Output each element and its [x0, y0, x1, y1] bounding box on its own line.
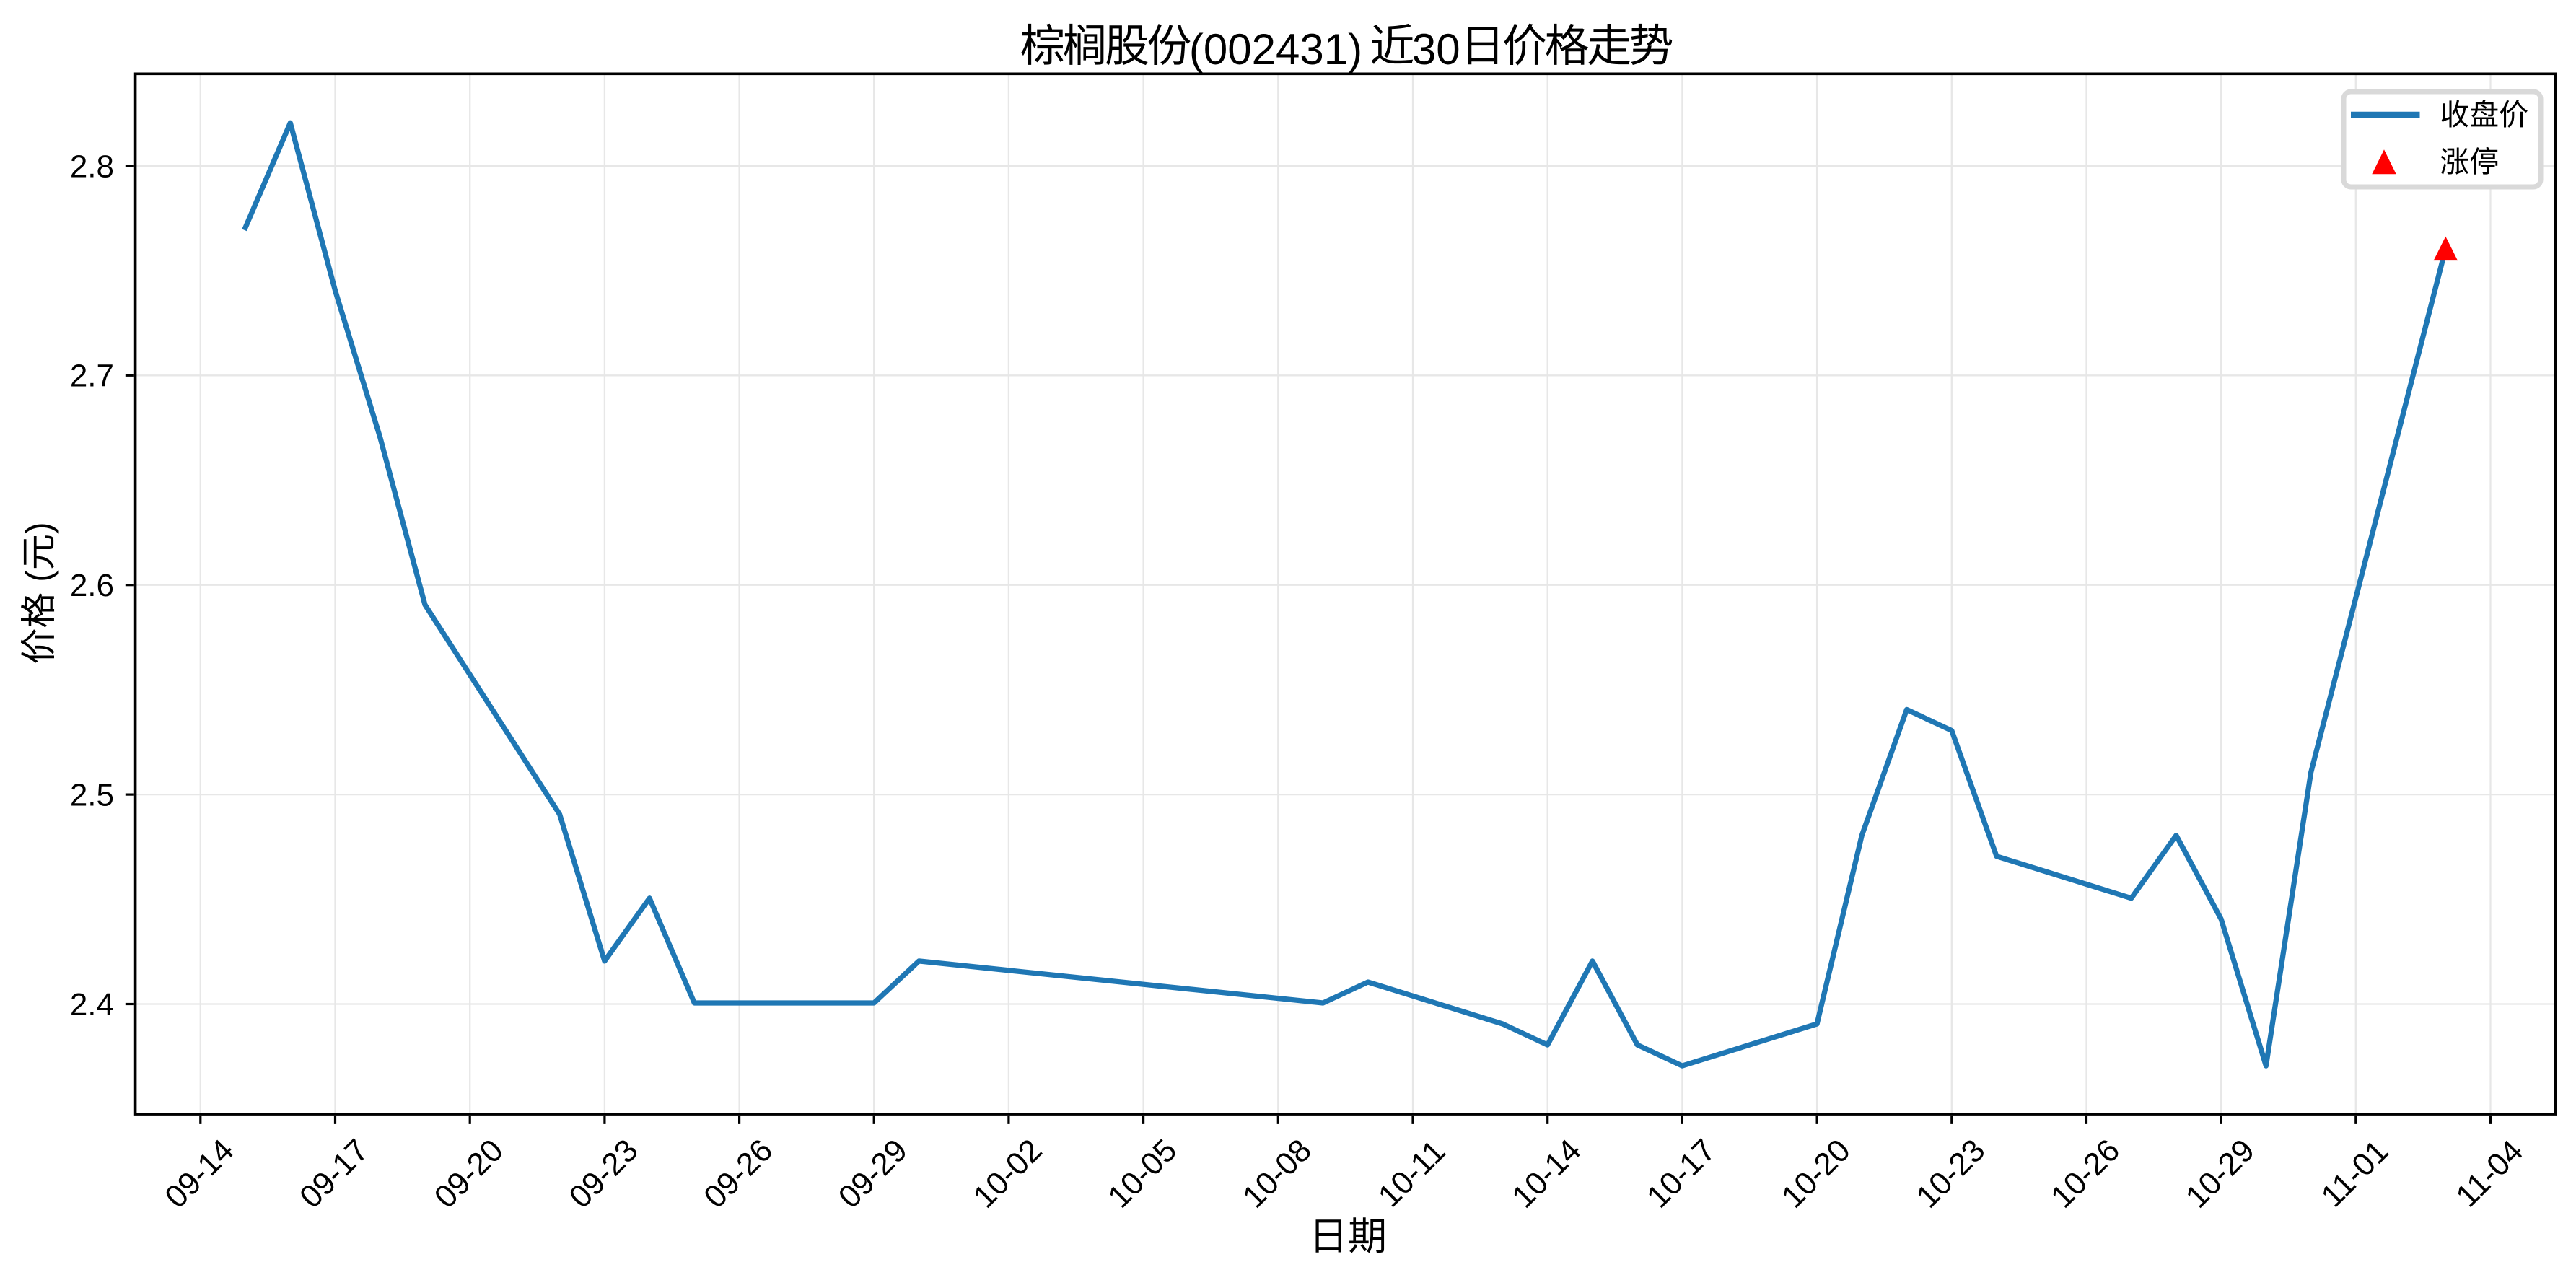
svg-text:2.5: 2.5 [70, 778, 114, 813]
svg-text:2.6: 2.6 [70, 568, 114, 603]
svg-text:(: ( [19, 570, 59, 582]
svg-text:30: 30 [1412, 25, 1460, 74]
svg-text:): ) [19, 522, 59, 534]
svg-text:2.8: 2.8 [70, 149, 114, 184]
svg-text:(002431): (002431) [1189, 25, 1362, 74]
svg-text:2.4: 2.4 [70, 987, 114, 1022]
svg-text:2.7: 2.7 [70, 359, 114, 394]
